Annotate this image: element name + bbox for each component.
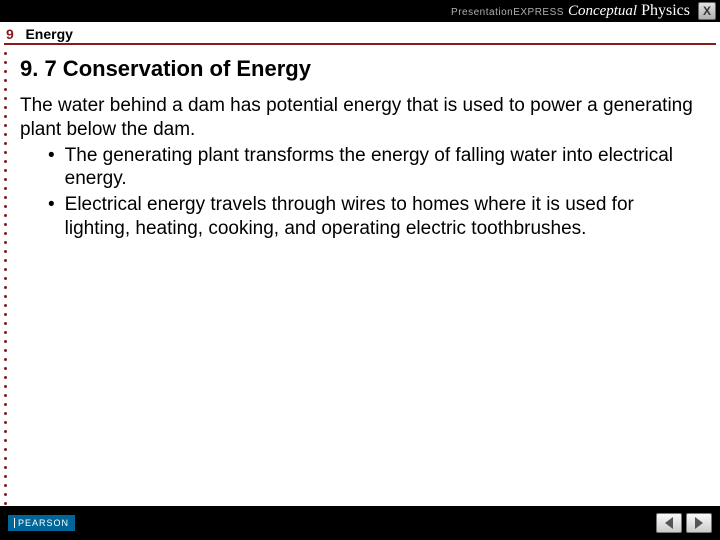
chapter-bar: 9 Energy — [0, 22, 720, 46]
intro-paragraph: The water behind a dam has potential ene… — [20, 94, 698, 142]
bullet-text: Electrical energy travels through wires … — [65, 193, 698, 241]
chapter-label: 9 Energy — [6, 26, 73, 42]
chapter-underline — [4, 43, 716, 45]
list-item: • Electrical energy travels through wire… — [48, 193, 698, 241]
chapter-name: Energy — [25, 26, 72, 42]
next-slide-button[interactable] — [686, 513, 712, 533]
section-heading: 9. 7 Conservation of Energy — [20, 56, 698, 82]
dotted-border-left — [4, 52, 10, 506]
close-button[interactable]: X — [698, 2, 716, 20]
prev-slide-button[interactable] — [656, 513, 682, 533]
main-text: 9. 7 Conservation of Energy The water be… — [0, 46, 720, 253]
footer-bar: PEARSON — [0, 506, 720, 540]
top-bar: PresentationEXPRESS Conceptual Physics X — [0, 0, 720, 22]
chapter-number: 9 — [6, 26, 14, 42]
body-text: The water behind a dam has potential ene… — [20, 94, 698, 241]
brand-express-label: PresentationEXPRESS — [451, 7, 564, 18]
bullet-icon: • — [48, 193, 55, 241]
close-icon: X — [703, 4, 711, 18]
content-area: 9. 7 Conservation of Energy The water be… — [0, 46, 720, 506]
brand-title-plain: Physics — [641, 2, 690, 20]
brand-title-italic: Conceptual — [568, 3, 637, 20]
list-item: • The generating plant transforms the en… — [48, 144, 698, 192]
nav-arrows — [656, 513, 712, 533]
brand-block: PresentationEXPRESS Conceptual Physics — [451, 2, 690, 20]
bullet-text: The generating plant transforms the ener… — [65, 144, 698, 192]
publisher-logo: PEARSON — [8, 515, 75, 531]
bullet-list: • The generating plant transforms the en… — [48, 144, 698, 241]
logo-bar-icon — [14, 518, 15, 528]
publisher-label: PEARSON — [18, 518, 69, 528]
bullet-icon: • — [48, 144, 55, 192]
